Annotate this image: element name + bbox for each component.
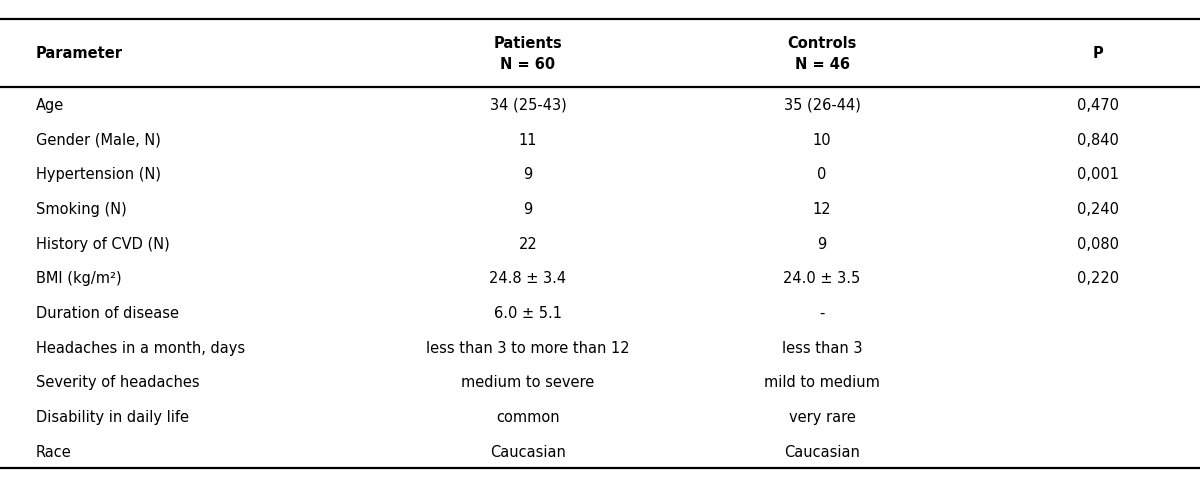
- Text: Disability in daily life: Disability in daily life: [36, 409, 190, 424]
- Text: Smoking (N): Smoking (N): [36, 202, 127, 217]
- Text: common: common: [496, 409, 560, 424]
- Text: 0,080: 0,080: [1078, 236, 1120, 251]
- Text: P: P: [1093, 46, 1103, 61]
- Text: Parameter: Parameter: [36, 46, 124, 61]
- Text: 6.0 ± 5.1: 6.0 ± 5.1: [494, 305, 562, 320]
- Text: Headaches in a month, days: Headaches in a month, days: [36, 340, 245, 355]
- Text: 24.0 ± 3.5: 24.0 ± 3.5: [784, 271, 860, 285]
- Text: Hypertension (N): Hypertension (N): [36, 167, 161, 182]
- Text: Gender (Male, N): Gender (Male, N): [36, 132, 161, 147]
- Text: 0: 0: [817, 167, 827, 182]
- Text: 0,840: 0,840: [1078, 132, 1118, 147]
- Text: 12: 12: [812, 202, 832, 217]
- Text: 35 (26-44): 35 (26-44): [784, 98, 860, 113]
- Text: medium to severe: medium to severe: [461, 374, 595, 389]
- Text: 0,240: 0,240: [1078, 202, 1120, 217]
- Text: Patients
N = 60: Patients N = 60: [493, 36, 563, 72]
- Text: Race: Race: [36, 444, 72, 459]
- Text: 0,470: 0,470: [1078, 98, 1120, 113]
- Text: 9: 9: [523, 167, 533, 182]
- Text: mild to medium: mild to medium: [764, 374, 880, 389]
- Text: History of CVD (N): History of CVD (N): [36, 236, 169, 251]
- Text: Age: Age: [36, 98, 65, 113]
- Text: 22: 22: [518, 236, 538, 251]
- Text: BMI (kg/m²): BMI (kg/m²): [36, 271, 121, 285]
- Text: 0,220: 0,220: [1076, 271, 1120, 285]
- Text: Duration of disease: Duration of disease: [36, 305, 179, 320]
- Text: 24.8 ± 3.4: 24.8 ± 3.4: [490, 271, 566, 285]
- Text: very rare: very rare: [788, 409, 856, 424]
- Text: Caucasian: Caucasian: [784, 444, 860, 459]
- Text: 10: 10: [812, 132, 832, 147]
- Text: Caucasian: Caucasian: [490, 444, 566, 459]
- Text: 9: 9: [817, 236, 827, 251]
- Text: 0,001: 0,001: [1078, 167, 1120, 182]
- Text: Controls
N = 46: Controls N = 46: [787, 36, 857, 72]
- Text: 11: 11: [518, 132, 538, 147]
- Text: -: -: [820, 305, 824, 320]
- Text: Severity of headaches: Severity of headaches: [36, 374, 199, 389]
- Text: less than 3: less than 3: [781, 340, 863, 355]
- Text: 34 (25-43): 34 (25-43): [490, 98, 566, 113]
- Text: less than 3 to more than 12: less than 3 to more than 12: [426, 340, 630, 355]
- Text: 9: 9: [523, 202, 533, 217]
